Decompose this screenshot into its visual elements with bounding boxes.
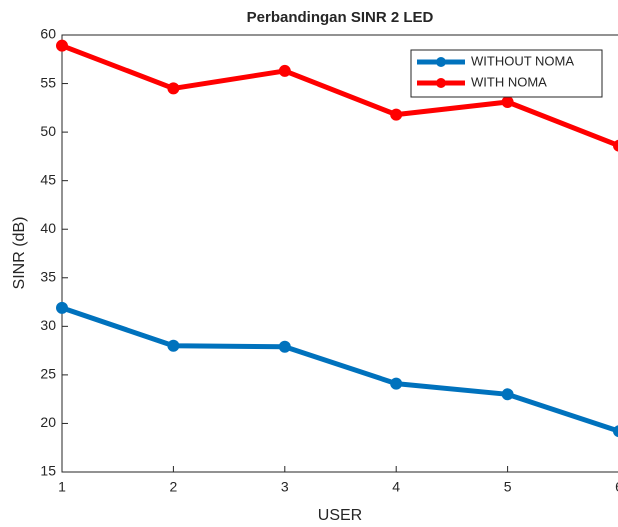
data-point xyxy=(56,39,68,52)
data-point xyxy=(501,388,514,401)
legend-label: WITHOUT NOMA xyxy=(471,53,574,68)
series-line xyxy=(61,43,618,149)
data-point xyxy=(613,139,618,152)
x-tick-label: 6 xyxy=(615,479,618,495)
legend-marker xyxy=(436,78,446,88)
y-tick-label: 30 xyxy=(40,317,56,333)
x-tick-label: 5 xyxy=(504,479,512,495)
data-point xyxy=(278,64,291,77)
series-line xyxy=(61,305,618,434)
data-point xyxy=(167,339,180,352)
y-tick-label: 15 xyxy=(40,463,56,479)
legend-label: WITH NOMA xyxy=(471,74,547,89)
y-tick-label: 55 xyxy=(40,74,56,90)
x-tick-label: 4 xyxy=(392,479,400,495)
y-tick-label: 35 xyxy=(40,268,56,284)
x-tick-label: 2 xyxy=(170,479,178,495)
y-tick-label: 40 xyxy=(40,220,56,236)
data-point xyxy=(390,377,403,390)
data-point xyxy=(278,340,291,353)
x-tick-label: 1 xyxy=(58,479,66,495)
y-tick-label: 50 xyxy=(40,123,56,139)
chart-title: Perbandingan SINR 2 LED xyxy=(247,9,434,26)
data-point xyxy=(390,108,403,121)
y-tick-label: 45 xyxy=(40,171,56,187)
y-tick-label: 25 xyxy=(40,366,56,382)
legend-marker xyxy=(436,57,446,67)
y-tick-label: 60 xyxy=(40,26,56,42)
data-point xyxy=(613,425,618,438)
data-point xyxy=(501,96,514,109)
plot-area xyxy=(61,34,618,473)
y-axis-label: SINR (dB) xyxy=(11,217,28,290)
x-tick-label: 3 xyxy=(281,479,289,495)
y-tick-label: 20 xyxy=(40,414,56,430)
data-point xyxy=(167,82,180,95)
data-point xyxy=(56,301,68,314)
x-axis-label: USER xyxy=(318,507,362,524)
